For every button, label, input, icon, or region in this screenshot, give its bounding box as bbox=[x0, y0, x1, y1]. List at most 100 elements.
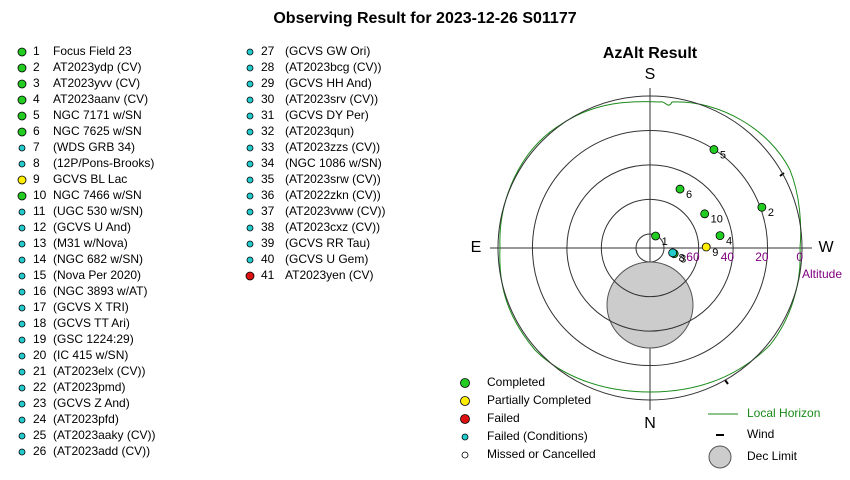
status-dot bbox=[17, 175, 27, 185]
compass-n: N bbox=[644, 415, 656, 432]
target-number: 41 bbox=[261, 268, 275, 282]
status-dot bbox=[246, 224, 254, 232]
target-number: 14 bbox=[33, 252, 47, 266]
status-dot bbox=[18, 416, 26, 424]
target-name: NGC 7466 w/SN bbox=[53, 188, 142, 202]
point-label: 2 bbox=[768, 207, 774, 219]
target-name: Focus Field 23 bbox=[53, 44, 132, 58]
legend-label: Dec Limit bbox=[747, 449, 798, 463]
compass-e: E bbox=[471, 239, 482, 256]
status-dot bbox=[17, 127, 27, 137]
legend-dot bbox=[460, 378, 470, 388]
status-dot bbox=[246, 112, 254, 120]
wind-mark bbox=[724, 379, 729, 385]
status-dot bbox=[246, 144, 254, 152]
target-number: 31 bbox=[261, 108, 275, 122]
status-dot bbox=[18, 432, 26, 440]
target-name: (Nova Per 2020) bbox=[53, 268, 141, 282]
target-name: (GCVS DY Per) bbox=[285, 108, 369, 122]
target-name: (AT2023bcg (CV)) bbox=[285, 60, 381, 74]
target-number: 21 bbox=[33, 364, 47, 378]
status-dot bbox=[17, 79, 27, 89]
target-point bbox=[675, 184, 685, 194]
legend-label: Failed bbox=[487, 411, 520, 425]
point-label: 8 bbox=[679, 253, 685, 265]
target-name: (12P/Pons-Brooks) bbox=[53, 156, 154, 170]
legend-dot bbox=[460, 414, 470, 424]
wind-mark bbox=[779, 172, 785, 177]
point-label: 4 bbox=[726, 236, 732, 248]
target-number: 30 bbox=[261, 92, 275, 106]
target-name: (AT2023pfd) bbox=[53, 412, 119, 426]
target-name: (AT2023zzs (CV)) bbox=[285, 140, 380, 154]
status-dot bbox=[246, 208, 254, 216]
target-name: (GCVS U Gem) bbox=[285, 252, 368, 266]
status-dot bbox=[246, 240, 254, 248]
target-number: 23 bbox=[33, 396, 47, 410]
target-name: (GCVS TT Ari) bbox=[53, 316, 130, 330]
target-number: 18 bbox=[33, 316, 47, 330]
target-number: 28 bbox=[261, 60, 275, 74]
status-dot bbox=[18, 352, 26, 360]
page-title: Observing Result for 2023-12-26 S01177 bbox=[273, 10, 576, 27]
target-name: GCVS BL Lac bbox=[53, 172, 127, 186]
status-dot bbox=[246, 64, 254, 72]
target-number: 4 bbox=[33, 92, 40, 106]
target-name: (GCVS HH And) bbox=[285, 76, 372, 90]
target-name: (GCVS Z And) bbox=[53, 396, 130, 410]
altitude-ring bbox=[600, 198, 700, 298]
status-dot bbox=[18, 144, 26, 152]
target-number: 37 bbox=[261, 204, 275, 218]
target-number: 10 bbox=[33, 188, 47, 202]
target-name: AT2023yen (CV) bbox=[285, 268, 373, 282]
r-axis-label: Altitude bbox=[802, 267, 842, 281]
status-dot bbox=[18, 448, 26, 456]
target-name: (AT2023srv (CV)) bbox=[285, 92, 378, 106]
status-dot bbox=[246, 176, 254, 184]
target-name: (M31 w/Nova) bbox=[53, 236, 128, 250]
target-number: 8 bbox=[33, 156, 40, 170]
target-name: (GSC 1224:29) bbox=[53, 332, 134, 346]
target-name: AT2023aanv (CV) bbox=[53, 92, 148, 106]
target-number: 29 bbox=[261, 76, 275, 90]
target-number: 32 bbox=[261, 124, 275, 138]
r-tick-label: 0 bbox=[796, 250, 803, 264]
target-number: 27 bbox=[261, 44, 275, 58]
status-dot bbox=[18, 320, 26, 328]
target-point bbox=[715, 231, 725, 241]
target-number: 2 bbox=[33, 60, 40, 74]
status-dot bbox=[17, 191, 27, 201]
legend-label: Missed or Cancelled bbox=[487, 447, 596, 461]
altitude-ring bbox=[497, 95, 803, 401]
target-number: 25 bbox=[33, 428, 47, 442]
target-name: (AT2023pmd) bbox=[53, 380, 125, 394]
status-dot bbox=[246, 48, 254, 56]
status-dot bbox=[18, 400, 26, 408]
target-number: 9 bbox=[33, 172, 40, 186]
altitude-ring bbox=[531, 129, 769, 367]
target-name: (GCVS RR Tau) bbox=[285, 236, 370, 250]
target-name: (GCVS U And) bbox=[53, 220, 131, 234]
status-dot bbox=[18, 304, 26, 312]
legend-label: Local Horizon bbox=[747, 406, 820, 420]
target-number: 3 bbox=[33, 76, 40, 90]
point-label: 10 bbox=[711, 214, 723, 226]
target-name: (UGC 530 w/SN) bbox=[53, 204, 143, 218]
status-dot bbox=[18, 368, 26, 376]
target-name: (AT2023elx (CV)) bbox=[53, 364, 145, 378]
compass-s: S bbox=[645, 66, 656, 83]
target-number: 26 bbox=[33, 444, 47, 458]
target-number: 38 bbox=[261, 220, 275, 234]
status-dot bbox=[245, 271, 255, 281]
target-number: 20 bbox=[33, 348, 47, 362]
target-number: 24 bbox=[33, 412, 47, 426]
target-number: 22 bbox=[33, 380, 47, 394]
status-dot bbox=[18, 272, 26, 280]
target-name: NGC 7171 w/SN bbox=[53, 108, 142, 122]
target-number: 33 bbox=[261, 140, 275, 154]
target-name: AT2023ydp (CV) bbox=[53, 60, 141, 74]
target-name: (NGC 682 w/SN) bbox=[53, 252, 143, 266]
target-name: (NGC 3893 w/AT) bbox=[53, 284, 147, 298]
status-dot bbox=[17, 47, 27, 57]
